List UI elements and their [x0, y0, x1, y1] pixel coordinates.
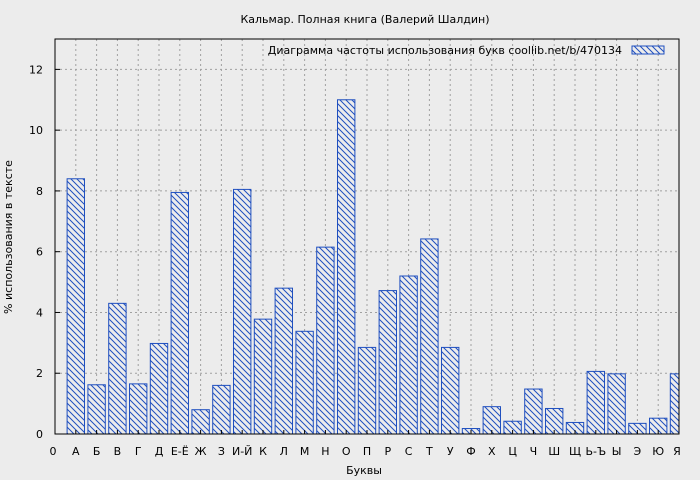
- bar: [129, 383, 148, 435]
- x-tick-label: К: [259, 445, 267, 458]
- bar: [295, 330, 314, 435]
- x-tick-label: Т: [425, 445, 433, 458]
- bar: [357, 346, 377, 435]
- bar: [441, 346, 460, 435]
- bar: [253, 318, 273, 435]
- y-tick-label: 8: [36, 185, 43, 198]
- x-tick-label: Ф: [466, 445, 475, 458]
- x-tick-label: М: [300, 445, 310, 458]
- x-tick-label: Ш: [548, 445, 560, 458]
- x-tick-label: И-Й: [232, 445, 252, 458]
- y-tick-labels: 0 2 4 6 8 10 12: [29, 63, 43, 441]
- x-tick-label: Х: [488, 445, 496, 458]
- bar: [66, 178, 85, 435]
- x-tick-label: Щ: [569, 445, 581, 458]
- y-tick-label: 6: [36, 246, 43, 259]
- bar: [586, 370, 605, 435]
- bar: [233, 188, 252, 435]
- bar: [316, 246, 335, 435]
- x-tick-label: Я: [673, 445, 681, 458]
- x-tick-label: Ч: [530, 445, 538, 458]
- x-tick-label: П: [363, 445, 371, 458]
- x-tick-label: В: [114, 445, 122, 458]
- y-tick-label: 12: [29, 63, 43, 76]
- x-tick-label: З: [218, 445, 225, 458]
- legend-swatch: [631, 45, 665, 55]
- x-tick-label: Н: [321, 445, 329, 458]
- legend: Диаграмма частоты использования букв coo…: [268, 44, 665, 57]
- bars: [66, 99, 680, 435]
- bar: [524, 388, 543, 435]
- x-tick-label: Ж: [195, 445, 207, 458]
- bar: [108, 302, 127, 435]
- x-tick-label: Ц: [508, 445, 517, 458]
- y-tick-label: 0: [36, 428, 43, 441]
- bar: [607, 373, 626, 435]
- bar: [87, 384, 106, 435]
- x-tick-label: О: [342, 445, 351, 458]
- x-tick-label: Ь-Ъ: [585, 445, 606, 458]
- bar: [420, 238, 439, 435]
- y-tick-label: 10: [29, 124, 43, 137]
- x-tick-label: Л: [280, 445, 288, 458]
- x-tick-labels: 0 А Б В Г Д Е-Ё Ж З И-Й К Л М Н О П Р С Т У Ф Х Ц Ч Ш Щ Ь-Ъ Ы Э Ю Я: [50, 445, 681, 458]
- x-tick-label: Ы: [612, 445, 622, 458]
- y-axis-label: % использования в тексте: [2, 160, 15, 314]
- x-tick-label: А: [72, 445, 80, 458]
- x-tick-label: Б: [93, 445, 101, 458]
- bar: [149, 342, 169, 435]
- y-tick-label: 4: [36, 306, 43, 319]
- x-tick-label: Р: [384, 445, 391, 458]
- grid: [55, 39, 679, 434]
- x-tick-label: Г: [135, 445, 142, 458]
- bar: [170, 191, 189, 435]
- bar: [274, 287, 293, 435]
- x-tick-label: С: [405, 445, 413, 458]
- bar: [482, 406, 501, 435]
- bar: [212, 384, 231, 435]
- x-tick-label: 0: [50, 445, 57, 458]
- bar: [399, 275, 418, 435]
- legend-label: Диаграмма частоты использования букв coo…: [268, 44, 622, 57]
- chart-title: Кальмар. Полная книга (Валерий Шалдин): [240, 13, 489, 26]
- y-tick-label: 2: [36, 367, 43, 380]
- axis-ticks: [54, 68, 680, 435]
- x-tick-label: У: [447, 445, 454, 458]
- x-tick-label: Д: [155, 445, 164, 458]
- bar: [337, 99, 356, 435]
- x-tick-label: Е-Ё: [171, 445, 189, 458]
- x-tick-label: Ю: [652, 445, 664, 458]
- x-tick-label: Э: [634, 445, 642, 458]
- x-axis-label: Буквы: [346, 464, 382, 477]
- bar: [378, 290, 397, 435]
- bar: [669, 373, 680, 435]
